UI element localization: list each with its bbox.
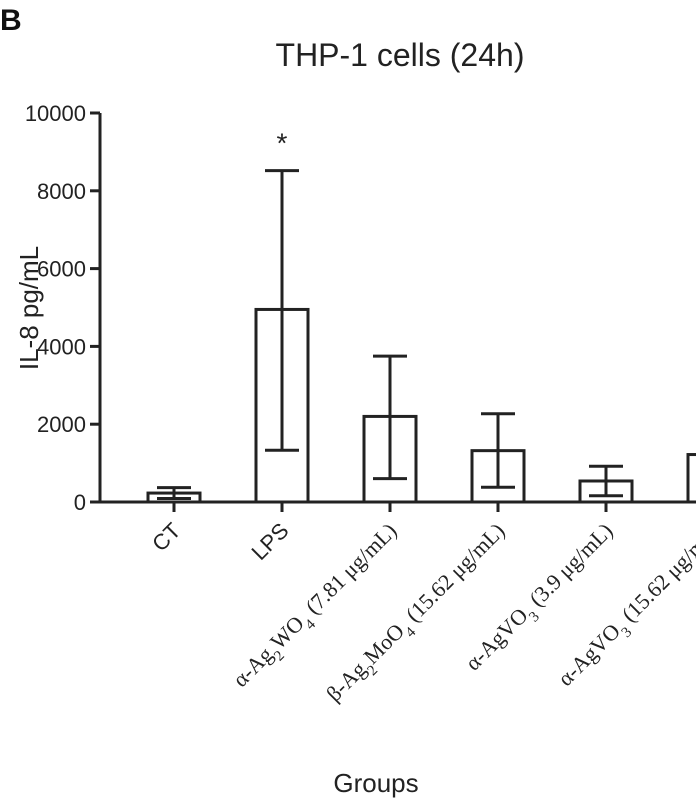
category-label: β-Ag2MoO4 (15.62 μg/mL) (321, 518, 514, 711)
category-label: LPS (246, 518, 293, 565)
bar (686, 453, 696, 504)
category-label: CT (147, 518, 185, 556)
y-tick-label: 8000 (37, 179, 86, 204)
y-tick-label: 4000 (37, 334, 86, 359)
annotations: * (277, 128, 288, 159)
y-tick-label: 0 (74, 490, 86, 515)
error-bars (157, 169, 623, 500)
panel-letter: B (0, 4, 22, 37)
y-axis-label: IL-8 pg/mL (14, 246, 44, 370)
y-axis: 0 2000 4000 6000 8000 10000 (25, 101, 102, 515)
y-tick-label: 6000 (37, 257, 86, 282)
significance-marker: * (277, 128, 288, 159)
y-tick-label: 2000 (37, 412, 86, 437)
bars (146, 307, 696, 504)
x-axis-label: Groups (333, 768, 418, 798)
y-tick-label: 10000 (25, 101, 86, 126)
chart-title: THP-1 cells (24h) (276, 37, 525, 73)
